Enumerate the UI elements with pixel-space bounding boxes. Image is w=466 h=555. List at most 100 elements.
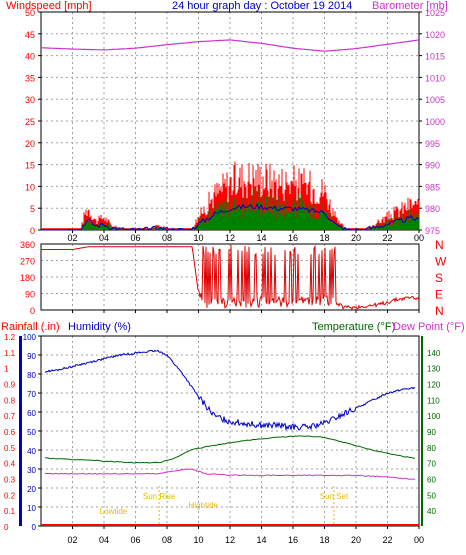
annotation-label: Hightide xyxy=(189,501,219,510)
windspeed-tick-label: 25 xyxy=(25,117,35,127)
temperature-tick-label: 90 xyxy=(427,428,436,437)
x-tick-label: 22 xyxy=(382,233,392,243)
humidity-tick-label: 80 xyxy=(27,371,36,380)
humidity-tick-label: 70 xyxy=(27,390,36,399)
rainfall-axis-bar xyxy=(19,336,22,526)
rainfall-tick-label: 1 xyxy=(4,365,9,374)
x-tick-label: 12 xyxy=(225,233,235,243)
windspeed-tick-label: 45 xyxy=(25,30,35,40)
humidity-tick-label: 10 xyxy=(27,504,36,513)
windspeed-tick-label: 20 xyxy=(25,139,35,149)
rainfall-tick-label: 0.4 xyxy=(4,460,16,469)
x-tick-label: 16 xyxy=(288,233,298,243)
humidity-line xyxy=(44,349,416,432)
barometer-tick-label: 1020 xyxy=(425,30,445,40)
x-tick-label: 04 xyxy=(99,535,109,545)
annotation-label: Sun Rise xyxy=(143,492,176,501)
temperature-axis-bar xyxy=(421,336,423,526)
temperature-tick-label: 110 xyxy=(427,396,440,405)
barometer-tick-label: 1005 xyxy=(425,95,445,105)
rainfall-tick-label: 0.7 xyxy=(4,412,16,421)
humidity-tick-label: 50 xyxy=(27,428,36,437)
temperature-tick-label: 50 xyxy=(427,491,436,500)
compass-label: W xyxy=(435,255,447,269)
windspeed-axis-title: Windspeed [mph] xyxy=(6,0,92,12)
wind-gust-series xyxy=(81,188,420,230)
rainfall-tick-label: 1.2 xyxy=(4,333,16,342)
humidity-tick-label: 100 xyxy=(23,333,37,342)
annotation-label: Lowtide xyxy=(100,507,128,516)
windspeed-tick-label: 5 xyxy=(30,204,35,214)
temperature-axis-title: Temperature (°F) xyxy=(312,321,395,333)
rainfall-tick-label: 0.1 xyxy=(4,507,16,516)
barometer-tick-label: 985 xyxy=(425,182,440,192)
rainfall-tick-label: 0.8 xyxy=(4,396,16,405)
x-tick-label: 02 xyxy=(67,233,77,243)
wind-direction-line xyxy=(41,244,420,310)
x-tick-label: 18 xyxy=(319,233,329,243)
humidity-tick-label: 30 xyxy=(27,466,36,475)
x-tick-label: 20 xyxy=(351,233,361,243)
rainfall-tick-label: 0.6 xyxy=(4,428,16,437)
x-tick-label: 02 xyxy=(67,535,77,545)
rainfall-tick-label: 0.9 xyxy=(4,381,16,390)
rainfall-tick-label: 0 xyxy=(4,523,9,532)
windspeed-tick-label: 30 xyxy=(25,95,35,105)
compass-label: N xyxy=(435,304,444,318)
barometer-tick-label: 1010 xyxy=(425,73,445,83)
dewpoint-axis-title: Dew Point (°F) xyxy=(393,321,465,333)
x-tick-label: 10 xyxy=(193,535,203,545)
direction-tick-label: 270 xyxy=(20,257,35,267)
rainfall-tick-label: 0.5 xyxy=(4,444,16,453)
x-tick-label: 22 xyxy=(382,535,392,545)
rainfall-tick-label: 0.3 xyxy=(4,476,16,485)
barometer-tick-label: 990 xyxy=(425,161,440,171)
humidity-tick-label: 0 xyxy=(32,523,37,532)
temperature-tick-label: 100 xyxy=(427,412,441,421)
humidity-axis-title: Humidity (%) xyxy=(68,321,131,333)
x-tick-label: 00 xyxy=(414,535,424,545)
annotation-label: Sun Set xyxy=(320,492,349,501)
chart-title: 24 hour graph day : October 19 2014 xyxy=(172,0,352,12)
humidity-tick-label: 90 xyxy=(27,352,36,361)
temperature-line xyxy=(44,435,416,464)
direction-tick-label: 0 xyxy=(30,306,35,316)
barometer-tick-label: 1025 xyxy=(425,8,445,18)
windspeed-tick-label: 15 xyxy=(25,161,35,171)
direction-tick-label: 180 xyxy=(20,273,35,283)
compass-label: N xyxy=(435,238,444,252)
rainfall-tick-label: 1.1 xyxy=(4,349,16,358)
direction-tick-label: 90 xyxy=(25,290,35,300)
barometer-tick-label: 975 xyxy=(425,226,440,236)
direction-tick-label: 360 xyxy=(20,240,35,250)
temperature-tick-label: 120 xyxy=(427,381,441,390)
rainfall-axis-title: Rainfall (.in) xyxy=(1,321,60,333)
barometer-tick-label: 1000 xyxy=(425,117,445,127)
barometer-tick-label: 1015 xyxy=(425,52,445,62)
humidity-tick-label: 20 xyxy=(27,485,36,494)
barometer-line xyxy=(41,39,420,52)
humidity-tick-label: 40 xyxy=(27,447,36,456)
temperature-tick-label: 40 xyxy=(427,507,436,516)
windspeed-tick-label: 0 xyxy=(30,226,35,236)
x-tick-label: 04 xyxy=(99,233,109,243)
x-tick-label: 12 xyxy=(225,535,235,545)
x-tick-label: 16 xyxy=(288,535,298,545)
temperature-tick-label: 80 xyxy=(427,444,436,453)
x-tick-label: 20 xyxy=(351,535,361,545)
compass-label: S xyxy=(435,271,443,285)
temperature-tick-label: 70 xyxy=(427,460,436,469)
temperature-tick-label: 140 xyxy=(427,349,441,358)
x-tick-label: 00 xyxy=(414,233,424,243)
windspeed-tick-label: 50 xyxy=(25,8,35,18)
rainfall-tick-label: 0.2 xyxy=(4,491,16,500)
x-tick-label: 14 xyxy=(256,233,266,243)
x-tick-label: 18 xyxy=(319,535,329,545)
x-tick-label: 06 xyxy=(130,233,140,243)
windspeed-tick-label: 40 xyxy=(25,52,35,62)
humidity-tick-label: 60 xyxy=(27,409,36,418)
x-tick-label: 08 xyxy=(162,233,172,243)
dewpoint-line xyxy=(45,468,416,480)
